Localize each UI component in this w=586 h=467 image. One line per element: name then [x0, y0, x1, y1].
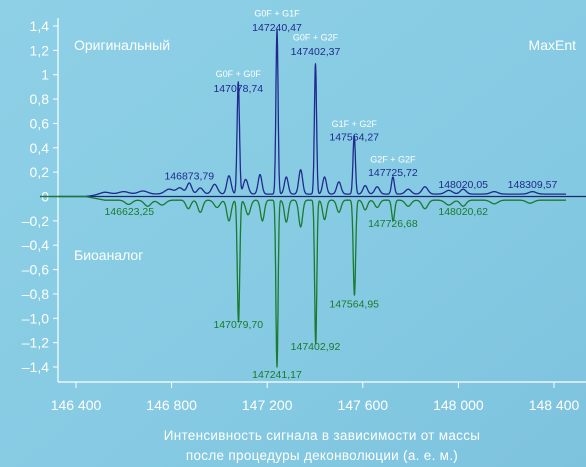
x-tick-label: 147 600	[337, 397, 388, 413]
y-tick-label: –0,2	[22, 213, 49, 229]
y-tick-label: 1,2	[30, 42, 50, 58]
peak-label: 147079,70	[213, 319, 263, 331]
series-line-original	[39, 29, 567, 198]
peak-label: 146873,79	[164, 170, 214, 182]
peak-label: G0F + G1F	[254, 8, 300, 18]
peak-label: 147402,37	[291, 46, 341, 58]
y-tick-label: 0,6	[30, 115, 50, 131]
x-axis-title-line-2: после процедуры деконволюции (а. е. м.)	[186, 448, 458, 463]
y-tick-label: –1,0	[22, 310, 49, 326]
x-tick-label: 147 200	[242, 397, 293, 413]
peak-label: 147241,17	[252, 369, 302, 381]
y-tick-label: 1,4	[30, 18, 50, 34]
peak-label: 147078,74	[213, 83, 263, 95]
y-tick-label: –0,4	[22, 237, 49, 253]
y-tick-label: 0,8	[30, 91, 50, 107]
peak-label: 148020,05	[438, 179, 488, 191]
x-tick-label: 146 800	[146, 397, 197, 413]
label-original: Оригинальный	[74, 37, 170, 53]
peak-label: 148020,62	[438, 206, 488, 218]
peak-label: G0F + G2F	[293, 33, 339, 43]
peak-label: 147726,68	[368, 218, 418, 230]
x-tick-label: 148 000	[433, 397, 484, 413]
peak-label: G1F + G2F	[332, 119, 378, 129]
peak-label: G0F + G0F	[216, 69, 262, 79]
y-tick-label: –0,6	[22, 262, 49, 278]
y-ticks: 1,41,210,80,60,40,20–0,2–0,4–0,6–0,8–1,0…	[22, 18, 58, 375]
peak-label: 146623,25	[104, 206, 154, 218]
peak-label: 147240,47	[252, 22, 302, 34]
peak-label: 147725,72	[368, 167, 418, 179]
x-tick-label: 148 400	[529, 397, 580, 413]
label-maxent: MaxEnt	[529, 37, 577, 53]
y-tick-label: –1,4	[22, 359, 49, 375]
y-tick-label: –0,8	[22, 286, 49, 302]
y-tick-label: 0,2	[30, 164, 50, 180]
peak-label: 147402,92	[291, 341, 341, 353]
peak-label: G2F + G2F	[370, 154, 416, 164]
peak-label: 147564,95	[329, 298, 379, 310]
x-axis-title-line-1: Интенсивность сигнала в зависимости от м…	[164, 428, 481, 443]
x-tick-label: 146 400	[51, 397, 102, 413]
y-tick-label: –1,2	[22, 335, 49, 351]
y-tick-label: 0,4	[30, 140, 50, 156]
axes	[57, 18, 586, 383]
y-tick-label: 1	[41, 67, 49, 83]
x-ticks: 146 400 146 800 147 200 147 600 148 000 148 4…	[51, 382, 580, 413]
series-line-bioanalog	[39, 195, 567, 368]
peak-label: 148309,57	[508, 179, 558, 191]
peak-label: 147564,27	[329, 131, 379, 143]
label-bioanalog: Биоаналог	[74, 247, 143, 263]
